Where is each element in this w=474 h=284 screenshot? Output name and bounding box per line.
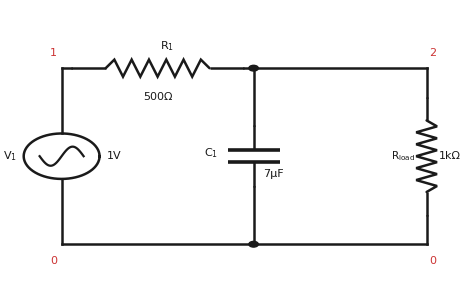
- Circle shape: [249, 65, 258, 71]
- Text: 2: 2: [429, 48, 436, 58]
- Text: R$_1$: R$_1$: [160, 39, 174, 53]
- Text: 1: 1: [50, 48, 57, 58]
- Text: 0: 0: [429, 256, 436, 266]
- Text: 0: 0: [50, 256, 57, 266]
- Text: V$_1$: V$_1$: [3, 149, 17, 163]
- Text: C$_1$: C$_1$: [204, 147, 218, 160]
- Text: 1kΩ: 1kΩ: [438, 151, 460, 161]
- Text: R$_{\rm load}$: R$_{\rm load}$: [391, 149, 415, 163]
- Circle shape: [249, 241, 258, 247]
- Text: 7μF: 7μF: [263, 169, 284, 179]
- Text: 1V: 1V: [107, 151, 121, 161]
- Text: 500Ω: 500Ω: [143, 92, 173, 102]
